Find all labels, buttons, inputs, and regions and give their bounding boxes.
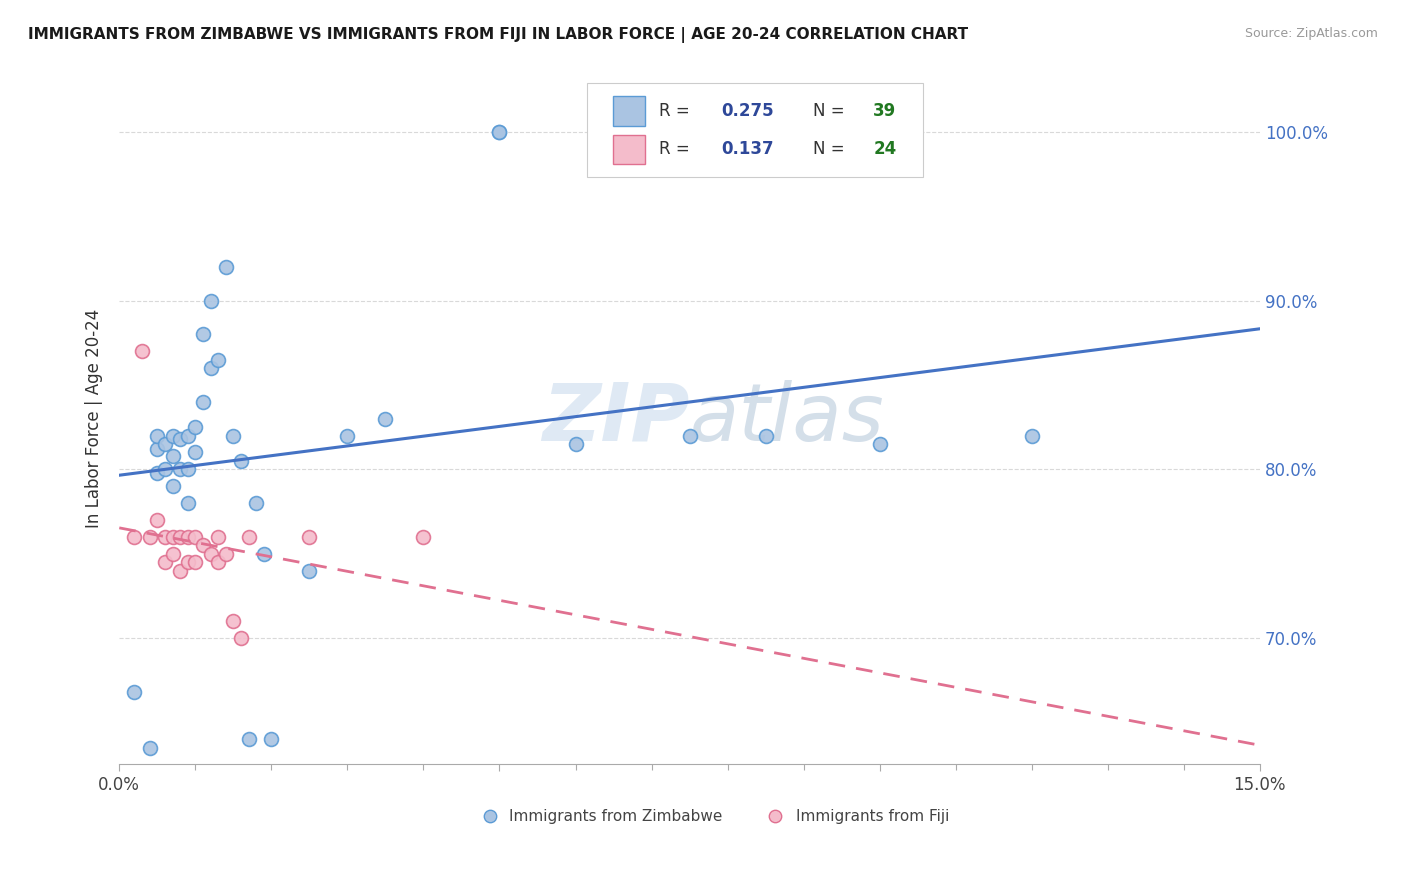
- Point: [229, 631, 252, 645]
- Point: [245, 496, 267, 510]
- Point: [146, 513, 169, 527]
- Point: [162, 479, 184, 493]
- Point: [564, 437, 586, 451]
- Point: [336, 428, 359, 442]
- Point: [169, 462, 191, 476]
- Point: [488, 125, 510, 139]
- Text: 24: 24: [873, 140, 897, 158]
- Point: [138, 740, 160, 755]
- Text: R =: R =: [659, 102, 695, 120]
- Point: [177, 462, 200, 476]
- Text: ZIP: ZIP: [543, 380, 689, 458]
- Point: [184, 555, 207, 569]
- Point: [253, 547, 276, 561]
- Point: [298, 564, 321, 578]
- Point: [138, 530, 160, 544]
- Text: 39: 39: [873, 102, 897, 120]
- Point: [162, 449, 184, 463]
- Point: [169, 432, 191, 446]
- Text: 0.137: 0.137: [721, 140, 775, 158]
- Point: [191, 395, 214, 409]
- Text: Source: ZipAtlas.com: Source: ZipAtlas.com: [1244, 27, 1378, 40]
- Point: [177, 496, 200, 510]
- Point: [153, 462, 176, 476]
- Point: [162, 428, 184, 442]
- Point: [184, 445, 207, 459]
- Point: [229, 454, 252, 468]
- Point: [260, 732, 283, 747]
- Point: [146, 466, 169, 480]
- Point: [169, 530, 191, 544]
- Point: [298, 530, 321, 544]
- Text: Immigrants from Fiji: Immigrants from Fiji: [796, 809, 949, 824]
- Point: [222, 614, 245, 628]
- Point: [374, 411, 396, 425]
- Point: [678, 428, 700, 442]
- Point: [124, 530, 146, 544]
- Text: N =: N =: [813, 140, 849, 158]
- Point: [169, 564, 191, 578]
- Text: R =: R =: [659, 140, 695, 158]
- Point: [184, 530, 207, 544]
- Point: [200, 547, 222, 561]
- Text: N =: N =: [813, 102, 849, 120]
- Point: [124, 685, 146, 699]
- Point: [184, 420, 207, 434]
- Point: [191, 538, 214, 552]
- Point: [162, 530, 184, 544]
- Point: [153, 555, 176, 569]
- Point: [177, 428, 200, 442]
- FancyBboxPatch shape: [586, 83, 924, 177]
- Point: [162, 547, 184, 561]
- Bar: [613, 96, 645, 126]
- Point: [200, 361, 222, 376]
- Y-axis label: In Labor Force | Age 20-24: In Labor Force | Age 20-24: [86, 310, 103, 528]
- Text: IMMIGRANTS FROM ZIMBABWE VS IMMIGRANTS FROM FIJI IN LABOR FORCE | AGE 20-24 CORR: IMMIGRANTS FROM ZIMBABWE VS IMMIGRANTS F…: [28, 27, 969, 43]
- Text: 0.275: 0.275: [721, 102, 775, 120]
- Bar: [613, 135, 645, 163]
- Text: atlas: atlas: [689, 380, 884, 458]
- Point: [238, 732, 260, 747]
- Point: [207, 530, 229, 544]
- Point: [153, 437, 176, 451]
- Point: [1021, 428, 1043, 442]
- Point: [131, 344, 153, 359]
- Text: Immigrants from Zimbabwe: Immigrants from Zimbabwe: [509, 809, 723, 824]
- Point: [222, 428, 245, 442]
- Point: [412, 530, 434, 544]
- Point: [755, 428, 778, 442]
- Point: [238, 530, 260, 544]
- Point: [488, 125, 510, 139]
- Point: [177, 530, 200, 544]
- Point: [215, 260, 238, 274]
- Point: [207, 555, 229, 569]
- Point: [207, 352, 229, 367]
- Point: [153, 530, 176, 544]
- Point: [177, 555, 200, 569]
- Point: [200, 293, 222, 308]
- Point: [215, 547, 238, 561]
- Point: [146, 428, 169, 442]
- Point: [191, 327, 214, 342]
- Point: [146, 442, 169, 456]
- Point: [869, 437, 891, 451]
